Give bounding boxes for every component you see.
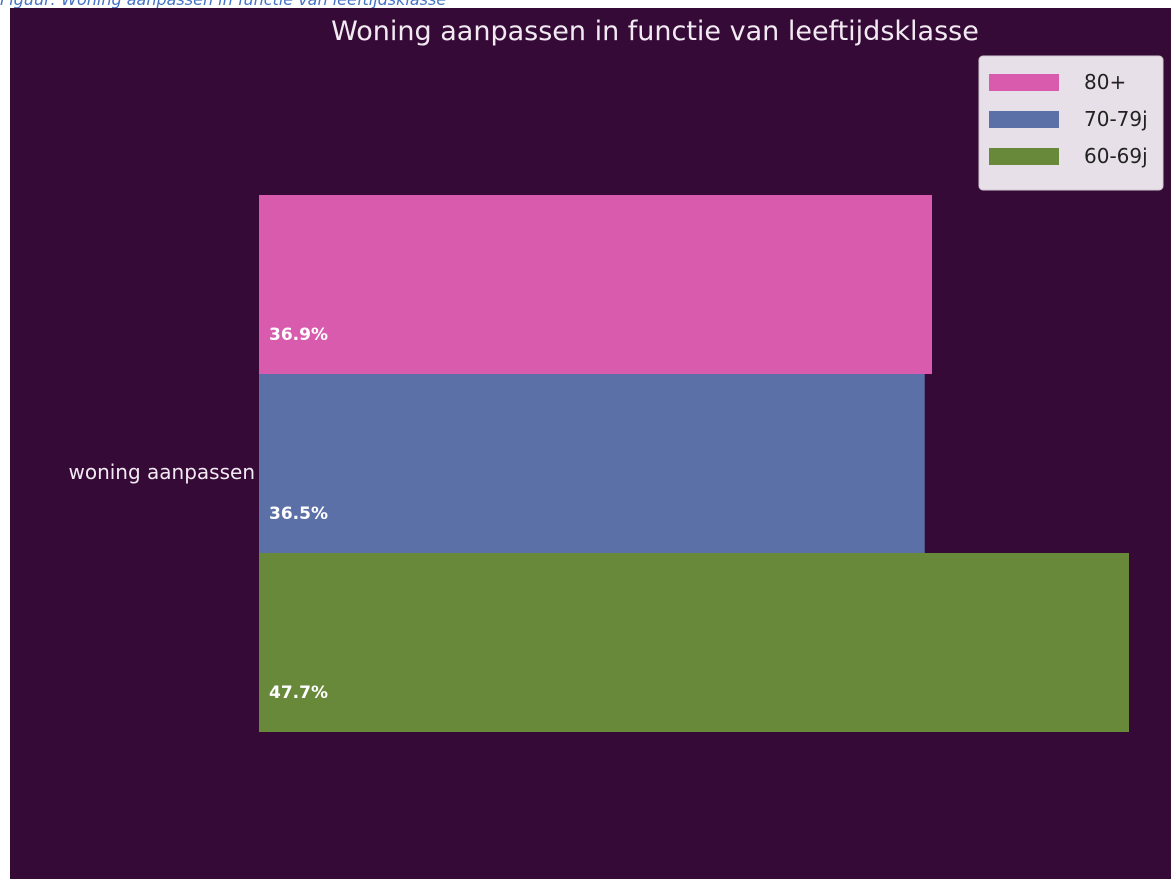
bar-value-label: 47.7% — [269, 683, 328, 703]
legend-swatch — [989, 111, 1059, 128]
bar-80 — [259, 195, 933, 374]
legend-label: 60-69j — [1084, 144, 1148, 168]
value-labels-group: 36.9% 36.5% 47.7% — [269, 325, 328, 703]
bar-60-69j — [259, 553, 1129, 732]
legend-swatch — [989, 74, 1059, 91]
chart-panel: Woning aanpassen in functie van leeftijd… — [10, 8, 1171, 879]
bars-group — [259, 195, 1129, 732]
bar-70-79j — [259, 374, 925, 553]
chart-title: Woning aanpassen in functie van leeftijd… — [331, 16, 979, 47]
bar-value-label: 36.9% — [269, 325, 328, 345]
legend-label: 80+ — [1084, 70, 1126, 94]
category-label: woning aanpassen — [68, 460, 255, 484]
legend: 80+ 70-79j 60-69j — [978, 55, 1164, 191]
bar-chart: Woning aanpassen in functie van leeftijd… — [10, 8, 1171, 879]
legend-label: 70-79j — [1084, 107, 1148, 131]
bar-value-label: 36.5% — [269, 504, 328, 524]
legend-swatch — [989, 148, 1059, 165]
figure-caption: Figuur: Woning aanpassen in functie van … — [0, 0, 446, 8]
